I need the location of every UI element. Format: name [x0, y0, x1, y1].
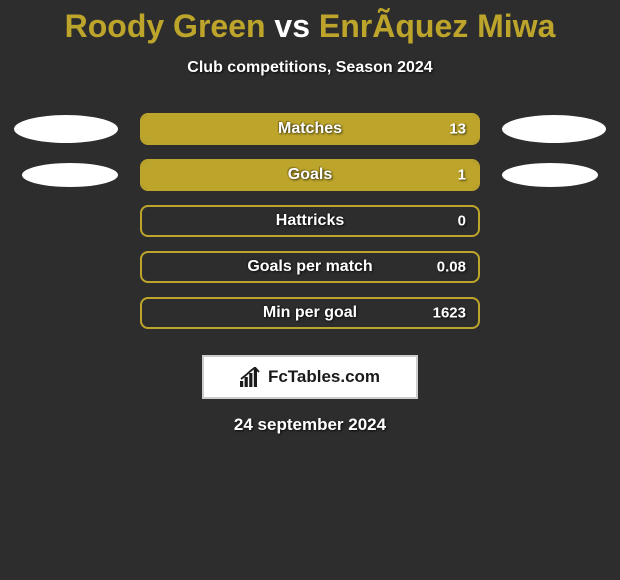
ellipse-spacer: [14, 207, 118, 235]
stat-bar: Goals per match 0.08: [140, 251, 480, 283]
stat-value: 0: [458, 213, 466, 230]
logo-text: FcTables.com: [268, 367, 380, 387]
stat-label: Goals per match: [247, 258, 372, 276]
subtitle: Club competitions, Season 2024: [0, 59, 620, 77]
stat-row: Min per goal 1623: [0, 297, 620, 329]
left-ellipse: [22, 163, 118, 187]
stat-label: Hattricks: [276, 212, 344, 230]
right-ellipse: [502, 163, 598, 187]
left-ellipse: [14, 115, 118, 143]
ellipse-spacer: [502, 253, 606, 281]
ellipse-spacer: [502, 299, 606, 327]
player2-name: EnrÃ­quez Miwa: [319, 8, 555, 44]
bar-chart-icon: [240, 367, 262, 387]
stat-row: Goals 1: [0, 159, 620, 191]
stat-value: 1623: [433, 305, 466, 322]
stat-bar: Matches 13: [140, 113, 480, 145]
ellipse-spacer: [14, 299, 118, 327]
stat-value: 1: [458, 167, 466, 184]
stats-list: Matches 13 Goals 1 Hattricks 0 Goals per match…: [0, 113, 620, 329]
stat-bar: Goals 1: [140, 159, 480, 191]
page-title: Roody Green vs EnrÃ­quez Miwa: [0, 8, 620, 45]
stat-label: Min per goal: [263, 304, 357, 322]
stat-row: Hattricks 0: [0, 205, 620, 237]
stat-bar: Hattricks 0: [140, 205, 480, 237]
right-ellipse: [502, 115, 606, 143]
stat-bar: Min per goal 1623: [140, 297, 480, 329]
ellipse-spacer: [14, 253, 118, 281]
stat-value: 13: [449, 121, 466, 138]
stat-label: Matches: [278, 120, 342, 138]
stat-row: Goals per match 0.08: [0, 251, 620, 283]
vs-text: vs: [266, 8, 319, 44]
date-label: 24 september 2024: [0, 415, 620, 435]
comparison-widget: Roody Green vs EnrÃ­quez Miwa Club compe…: [0, 0, 620, 435]
logo-box[interactable]: FcTables.com: [202, 355, 418, 399]
stat-value: 0.08: [437, 259, 466, 276]
player1-name: Roody Green: [65, 8, 266, 44]
stat-label: Goals: [288, 166, 332, 184]
ellipse-spacer: [502, 207, 606, 235]
stat-row: Matches 13: [0, 113, 620, 145]
